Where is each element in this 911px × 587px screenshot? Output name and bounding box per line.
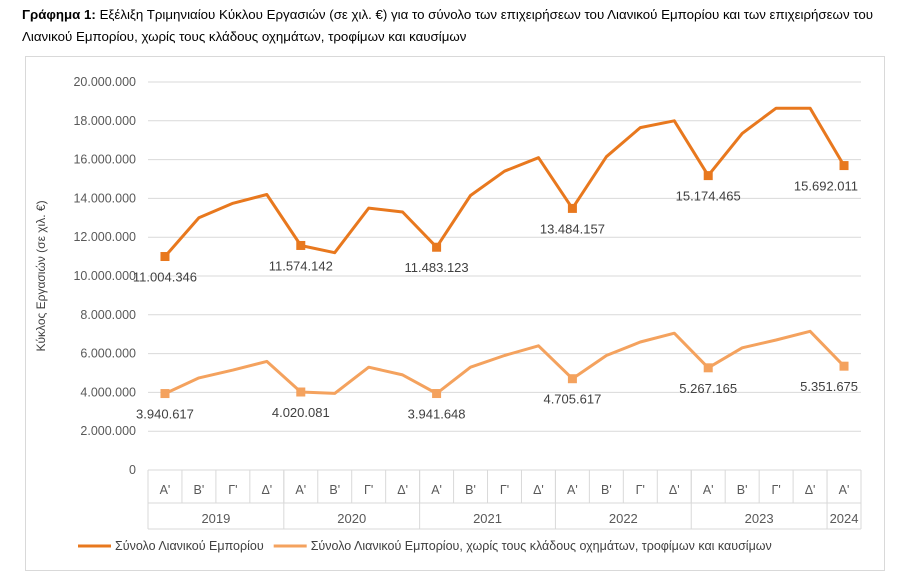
x-tick-label: Δ' (533, 483, 544, 497)
data-marker (432, 242, 442, 252)
x-tick-label: Α' (567, 483, 578, 497)
data-label: 11.004.346 (133, 270, 197, 285)
x-tick-label: Δ' (261, 483, 272, 497)
data-label: 4.705.617 (543, 392, 601, 407)
data-label: 15.174.465 (676, 189, 741, 204)
year-label: 2021 (473, 511, 502, 526)
x-tick-label: Α' (703, 483, 714, 497)
data-label: 13.484.157 (540, 221, 605, 236)
x-tick-label: Β' (465, 483, 476, 497)
data-label: 5.351.675 (800, 379, 858, 394)
caption-label: Γράφημα 1: (22, 7, 96, 22)
chart-frame: 0 2.000.000 4.000.000 6.000.000 8.000.000 10.… (25, 56, 885, 571)
x-tick-label: Γ' (228, 483, 237, 497)
x-tick-label: Β' (194, 483, 205, 497)
x-tick-label: Δ' (669, 483, 680, 497)
y-tick-label: 10.000.000 (73, 269, 136, 283)
x-tick-label: Β' (601, 483, 612, 497)
series-line-1 (163, 106, 846, 258)
y-axis-label: Κύκλος Εργασιών (σε χιλ. €) (34, 200, 48, 351)
y-tick-label: 16.000.000 (73, 153, 136, 167)
x-tick-label: Γ' (500, 483, 509, 497)
data-marker (160, 389, 170, 399)
data-marker (839, 161, 849, 171)
x-tick-label: Γ' (771, 483, 780, 497)
x-tick-label: Δ' (397, 483, 408, 497)
x-tick-label: Γ' (364, 483, 373, 497)
y-tick-label: 6.000.000 (80, 347, 136, 361)
year-label: 2019 (201, 511, 230, 526)
data-marker (160, 252, 170, 262)
x-tick-label: Α' (839, 483, 850, 497)
data-marker (839, 361, 849, 371)
y-tick-label: 8.000.000 (80, 308, 136, 322)
data-marker (296, 387, 306, 397)
data-marker (567, 203, 577, 213)
x-tick-label: Α' (160, 483, 171, 497)
data-label: 4.020.081 (272, 405, 330, 420)
data-marker (567, 374, 577, 384)
y-tick-label: 2.000.000 (80, 424, 136, 438)
year-label: 2020 (337, 511, 366, 526)
data-label: 11.574.142 (269, 258, 333, 273)
x-tick-label: Δ' (805, 483, 816, 497)
data-label: 3.940.617 (136, 407, 194, 422)
y-tick-label: 18.000.000 (73, 114, 136, 128)
line-chart: 0 2.000.000 4.000.000 6.000.000 8.000.000 10.… (34, 75, 862, 553)
x-tick-label: Γ' (636, 483, 645, 497)
data-label: 3.941.648 (408, 407, 466, 422)
legend-entry: Σύνολο Λιανικού Εμπορίου (115, 539, 264, 553)
legend-entry: Σύνολο Λιανικού Εμπορίου, χωρίς τους κλά… (311, 539, 772, 553)
data-label: 15.692.011 (794, 179, 858, 194)
data-marker (703, 363, 713, 373)
y-tick-label: 14.000.000 (73, 191, 136, 205)
y-tick-label: 4.000.000 (80, 385, 136, 399)
data-label: 5.267.165 (679, 381, 737, 396)
y-tick-label: 0 (129, 463, 136, 477)
data-label: 11.483.123 (405, 260, 469, 275)
year-label: 2022 (609, 511, 638, 526)
chart-caption: Γράφημα 1: Εξέλιξη Τριμηνιαίου Κύκλου Ερ… (22, 4, 897, 48)
x-tick-label: Α' (431, 483, 442, 497)
y-tick-label: 12.000.000 (73, 230, 136, 244)
x-tick-label: Α' (295, 483, 306, 497)
data-marker (703, 171, 713, 181)
caption-text: Εξέλιξη Τριμηνιαίου Κύκλου Εργασιών (σε … (22, 7, 874, 44)
series-line-2 (164, 329, 846, 395)
x-tick-label: Β' (329, 483, 340, 497)
data-marker (296, 240, 306, 250)
data-marker (432, 389, 442, 399)
y-tick-label: 20.000.000 (73, 75, 136, 89)
year-label: 2024 (830, 511, 859, 526)
x-tick-label: Β' (737, 483, 748, 497)
year-label: 2023 (745, 511, 774, 526)
